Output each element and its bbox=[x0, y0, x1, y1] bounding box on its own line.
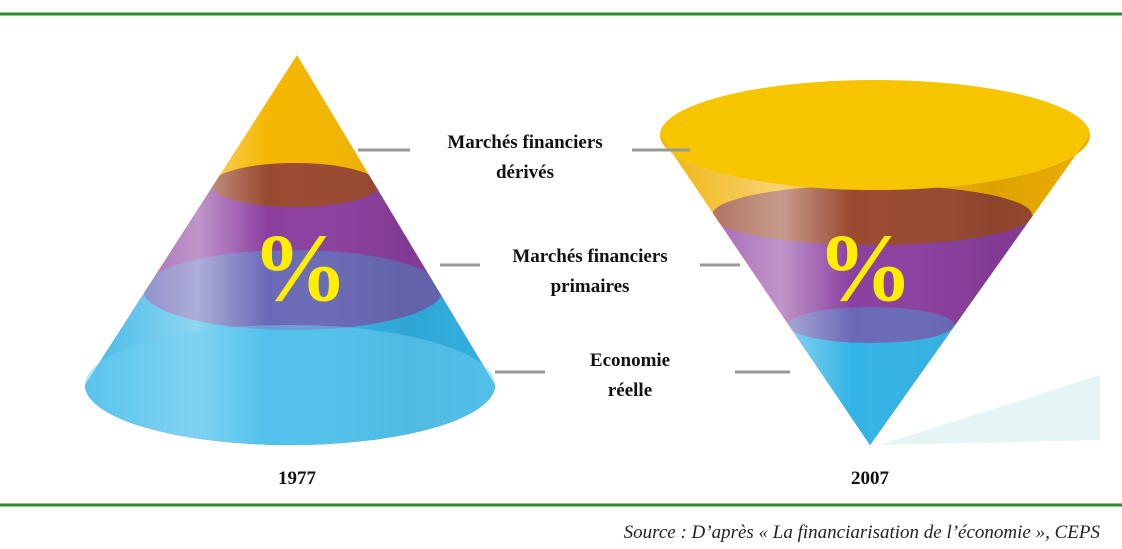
layer-label: Economie bbox=[590, 350, 670, 371]
layer-label: primaires bbox=[551, 276, 630, 297]
source: Source : D’après « La financiarisation d… bbox=[624, 522, 1101, 543]
layer-label: réelle bbox=[608, 380, 652, 401]
year-label: 1977 bbox=[278, 468, 317, 489]
percent-symbol: % bbox=[817, 214, 913, 321]
shape bbox=[85, 325, 495, 445]
percent-symbol: % bbox=[252, 214, 348, 321]
cone-2007-top bbox=[660, 80, 1090, 190]
year-label: 2007 bbox=[851, 468, 890, 489]
layer-label: Marchés financiers bbox=[512, 246, 667, 267]
layer-label: Marchés financiers bbox=[447, 132, 602, 153]
layer-label: dérivés bbox=[496, 162, 554, 183]
shape bbox=[880, 375, 1100, 445]
